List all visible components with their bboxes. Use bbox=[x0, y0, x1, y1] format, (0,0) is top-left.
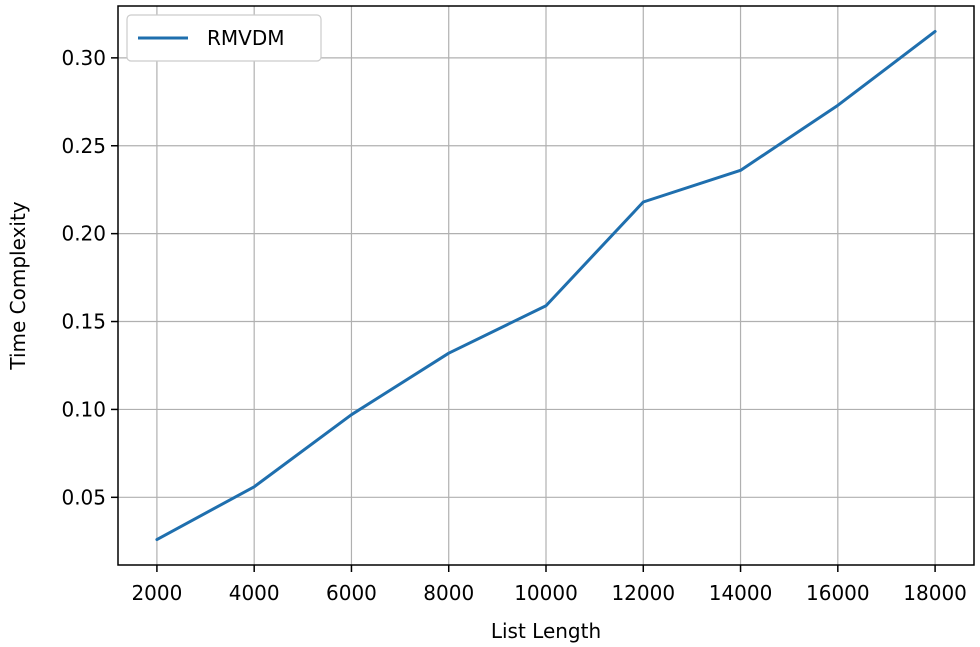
y-tick-label: 0.05 bbox=[61, 485, 106, 509]
y-tick-label: 0.10 bbox=[61, 397, 106, 421]
y-tick-label: 0.20 bbox=[61, 222, 106, 246]
x-tick-label: 6000 bbox=[326, 581, 377, 605]
y-tick-label: 0.15 bbox=[61, 310, 106, 334]
x-axis-ticks: 2000 4000 6000 8000 10000 12000 14000 16000 1800… bbox=[131, 565, 967, 605]
series-layer bbox=[155, 29, 937, 542]
x-tick-label: 14000 bbox=[709, 581, 773, 605]
y-axis-label: Time Complexity bbox=[6, 201, 30, 370]
legend: RMVDM bbox=[126, 14, 322, 62]
y-tick-label: 0.30 bbox=[61, 46, 106, 70]
x-tick-label: 10000 bbox=[514, 581, 578, 605]
x-tick-label: 18000 bbox=[903, 581, 967, 605]
x-tick-label: 2000 bbox=[131, 581, 182, 605]
legend-box bbox=[126, 14, 322, 62]
grid bbox=[118, 6, 974, 565]
x-tick-label: 12000 bbox=[611, 581, 675, 605]
legend-label-rmvdm: RMVDM bbox=[207, 26, 285, 50]
y-axis-ticks: 0.05 0.10 0.15 0.20 0.25 0.30 bbox=[61, 46, 118, 509]
x-tick-label: 8000 bbox=[423, 581, 474, 605]
x-tick-label: 16000 bbox=[806, 581, 870, 605]
y-tick-label: 0.25 bbox=[61, 134, 106, 158]
x-axis-label: List Length bbox=[491, 619, 601, 643]
x-tick-label: 4000 bbox=[229, 581, 280, 605]
